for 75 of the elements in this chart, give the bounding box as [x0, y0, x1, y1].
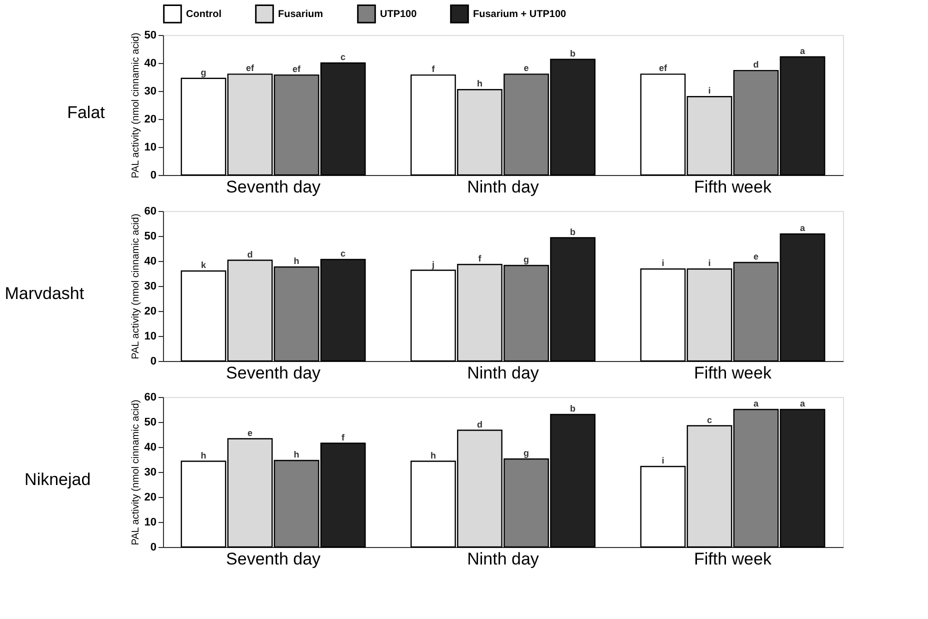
text: Falat	[67, 103, 106, 122]
y-tick-label: 60	[144, 206, 156, 218]
data-label: j	[430, 259, 434, 270]
data-label: e	[753, 252, 758, 262]
data-label: f	[432, 64, 436, 74]
legend-label: UTP100	[380, 8, 418, 20]
data-label: i	[708, 258, 711, 268]
data-label: h	[294, 450, 300, 460]
data-label: h	[200, 450, 206, 460]
y-tick-label: 20	[144, 492, 156, 504]
y-tick-label: 30	[144, 466, 156, 478]
data-label: b	[570, 226, 576, 237]
y-tick-label: 50	[144, 30, 156, 42]
x-tick-label: Fifth week	[694, 178, 772, 196]
y-tick-label: 0	[150, 542, 156, 554]
y-tick-label: 50	[144, 230, 156, 242]
data-label: g	[200, 67, 206, 78]
data-label: h	[430, 450, 436, 460]
y-tick-label: 0	[150, 170, 156, 182]
x-tick-label: Ninth day	[467, 364, 540, 382]
legend-label: Fusarium	[278, 8, 324, 20]
data-label: g	[524, 254, 530, 264]
data-label: d	[247, 249, 253, 260]
y-axis-title: PAL activity (nmol cinnamic acid)	[130, 32, 142, 178]
x-tick-label: Seventh day	[226, 550, 322, 568]
y-tick-label: 50	[144, 416, 156, 428]
y-tick-label: 40	[144, 442, 156, 454]
data-label: d	[476, 419, 482, 430]
legend-label: Control	[186, 8, 222, 20]
y-tick-label: 0	[150, 356, 156, 368]
x-tick-label: Seventh day	[226, 364, 322, 382]
legend-label: Fusarium + UTP100	[473, 8, 567, 20]
data-label: a	[800, 46, 806, 56]
y-tick-label: 40	[144, 58, 156, 70]
x-tick-label: Fifth week	[694, 550, 772, 568]
y-axis-title: PAL activity (nmol cinnamic acid)	[130, 400, 142, 546]
x-tick-label: Ninth day	[467, 550, 540, 568]
y-tick-label: 10	[144, 142, 156, 154]
y-tick-label: 10	[144, 330, 156, 342]
data-label: f	[478, 254, 482, 264]
data-label: i	[662, 258, 664, 268]
data-label: k	[200, 260, 207, 270]
data-label: d	[753, 60, 759, 70]
data-label: ef	[658, 63, 668, 74]
data-label: c	[706, 414, 712, 425]
text: Marvdasht	[4, 284, 84, 303]
data-label: ef	[246, 63, 256, 74]
data-label: f	[342, 432, 346, 442]
data-label: b	[570, 404, 576, 414]
y-tick-label: 60	[144, 392, 156, 404]
data-label: g	[524, 448, 530, 458]
y-tick-label: 30	[144, 280, 156, 292]
x-tick-label: Ninth day	[467, 178, 540, 196]
data-label: c	[340, 52, 346, 62]
y-axis-title: PAL activity (nmol cinnamic acid)	[130, 214, 142, 360]
data-label: e	[248, 428, 253, 438]
data-label: e	[524, 63, 529, 74]
y-tick-label: 30	[144, 86, 156, 98]
y-tick-label: 10	[144, 516, 156, 528]
data-label: h	[476, 78, 482, 89]
data-label: b	[570, 48, 576, 58]
y-tick-label: 40	[144, 256, 156, 268]
data-label: h	[294, 256, 300, 266]
x-tick-label: Fifth week	[694, 364, 772, 382]
data-label: i	[662, 456, 664, 466]
y-tick-label: 20	[144, 306, 156, 318]
text: Niknejad	[24, 470, 91, 489]
data-label: a	[800, 223, 806, 233]
data-label: a	[800, 398, 806, 408]
y-tick-label: 20	[144, 114, 156, 126]
data-label: c	[340, 248, 346, 258]
data-label: i	[708, 86, 711, 96]
data-label: a	[753, 398, 760, 408]
data-label: ef	[292, 64, 302, 74]
x-tick-label: Seventh day	[226, 178, 322, 196]
